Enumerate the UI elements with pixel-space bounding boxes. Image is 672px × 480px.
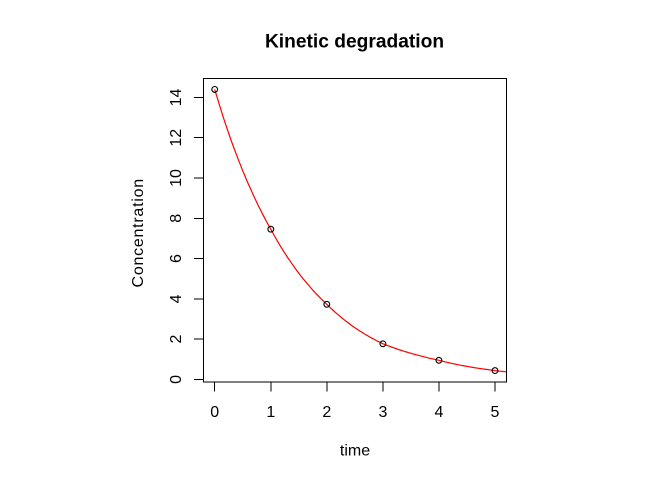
svg-text:1: 1 [266, 404, 275, 421]
svg-text:Concentration: Concentration [130, 178, 147, 287]
svg-text:5: 5 [491, 404, 500, 421]
svg-text:time: time [340, 443, 370, 460]
svg-text:0: 0 [168, 375, 185, 384]
svg-text:4: 4 [434, 404, 443, 421]
svg-text:2: 2 [168, 335, 185, 344]
svg-text:14: 14 [168, 89, 185, 107]
svg-text:6: 6 [168, 254, 185, 263]
svg-text:10: 10 [168, 169, 185, 187]
svg-text:12: 12 [168, 129, 185, 147]
svg-text:2: 2 [322, 404, 331, 421]
svg-text:Kinetic degradation: Kinetic degradation [265, 31, 444, 52]
svg-text:0: 0 [210, 404, 219, 421]
svg-text:4: 4 [168, 294, 185, 303]
svg-text:3: 3 [378, 404, 387, 421]
svg-text:8: 8 [168, 214, 185, 223]
